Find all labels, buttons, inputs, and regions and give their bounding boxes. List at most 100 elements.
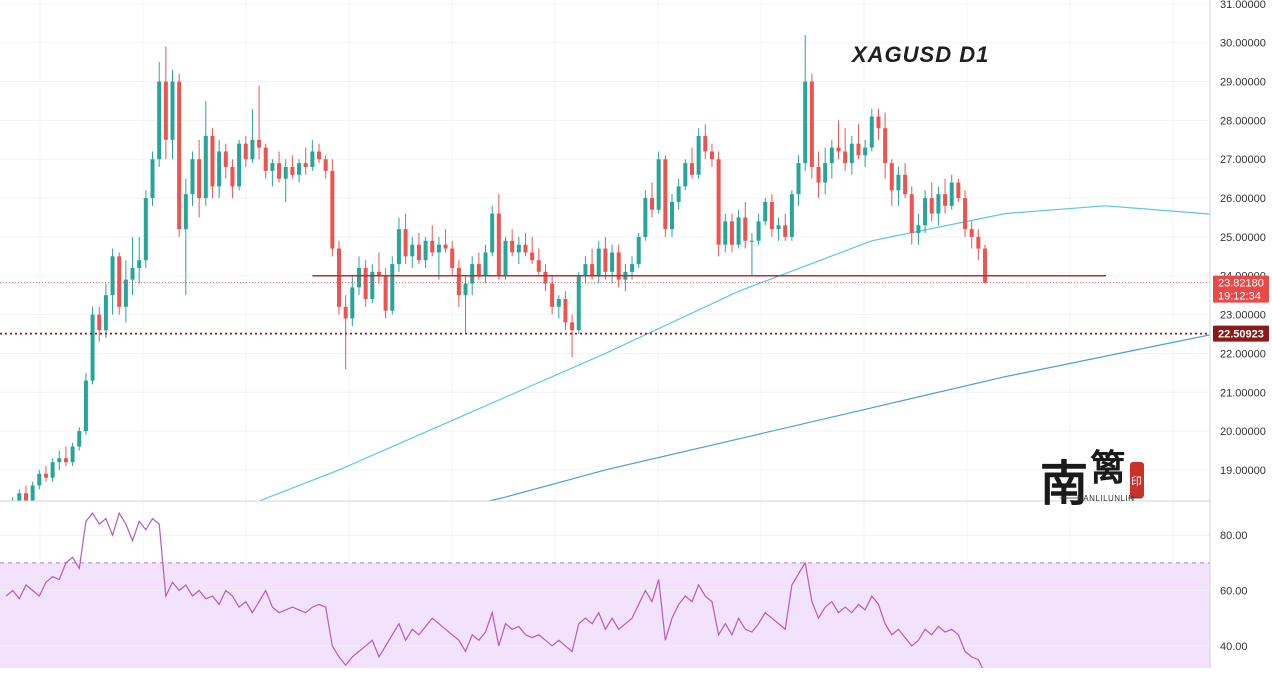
price-tick-label: 30.00000: [1220, 38, 1266, 50]
candle-body: [470, 264, 474, 283]
candle-body: [131, 268, 135, 280]
candle-body: [843, 151, 847, 163]
candle-body: [963, 198, 967, 229]
candle-body: [151, 159, 155, 198]
candle: [330, 159, 334, 256]
candle-body: [264, 148, 268, 171]
candle-body: [870, 117, 874, 148]
candle-body: [84, 381, 88, 431]
candle: [577, 272, 581, 334]
candle-body: [657, 159, 661, 209]
candle-body: [817, 167, 821, 183]
candle: [390, 256, 394, 314]
candle-body: [983, 249, 987, 283]
candle-body: [144, 198, 148, 260]
candle-body: [583, 264, 587, 276]
candle-body: [184, 194, 188, 229]
candle-body: [304, 163, 308, 167]
candle-body: [224, 151, 228, 167]
candle-body: [910, 194, 914, 233]
candle: [657, 151, 661, 213]
candle: [237, 140, 241, 190]
candle-body: [803, 82, 807, 164]
candle: [117, 252, 121, 314]
candle-body: [497, 214, 501, 276]
candle-body: [51, 462, 55, 478]
candle-body: [970, 229, 974, 237]
candle-body: [337, 249, 341, 307]
candle-body: [557, 299, 561, 307]
candle-body: [410, 245, 414, 257]
candle-body: [943, 194, 947, 206]
candle: [717, 151, 721, 256]
candle-body: [350, 287, 354, 318]
candle-body: [697, 136, 701, 175]
candle-body: [577, 276, 581, 330]
price-tick-label: 26.00000: [1220, 193, 1266, 205]
candle-body: [237, 144, 241, 187]
candle-body: [863, 148, 867, 156]
candle-body: [297, 163, 301, 175]
rsi-tick-label: 40.00: [1220, 641, 1248, 653]
candle-body: [550, 284, 554, 307]
candle-body: [277, 163, 281, 179]
candle: [84, 373, 88, 435]
candle-body: [690, 163, 694, 175]
price-tick-label: 29.00000: [1220, 77, 1266, 89]
candle-body: [510, 241, 514, 253]
seal-stamp-text: 印: [1131, 475, 1142, 488]
candle-body: [876, 117, 880, 129]
candle-body: [424, 241, 428, 260]
candle-body: [257, 140, 261, 148]
candle: [810, 74, 814, 179]
candle-body: [190, 159, 194, 194]
candle-body: [537, 260, 541, 272]
candle-body: [457, 268, 461, 295]
candle-body: [783, 225, 787, 237]
candle-body: [484, 252, 488, 275]
candle-body: [523, 245, 527, 253]
candle: [983, 245, 987, 284]
candle-body: [57, 458, 61, 462]
candle-body: [197, 159, 201, 198]
candle-body: [104, 295, 108, 330]
candle-body: [777, 225, 781, 229]
candle-body: [603, 249, 607, 272]
candle-body: [670, 202, 674, 229]
candle-body: [610, 252, 614, 271]
candle-body: [390, 264, 394, 311]
candle: [790, 190, 794, 240]
price-tick-label: 23.00000: [1220, 310, 1266, 322]
candle-body: [437, 245, 441, 253]
candle-body: [663, 159, 667, 229]
candle-body: [810, 82, 814, 167]
candle-body: [856, 144, 860, 156]
candle-body: [171, 82, 175, 140]
candle-body: [117, 256, 121, 306]
candle-body: [916, 225, 920, 233]
candle-body: [757, 221, 761, 240]
candle-body: [597, 249, 601, 276]
candle-body: [44, 474, 48, 478]
watermark-glyph-main: 南: [1040, 456, 1088, 512]
candle-body: [723, 221, 727, 244]
price-tick-label: 21.00000: [1220, 387, 1266, 399]
candle-body: [210, 136, 214, 186]
candle-body: [570, 322, 574, 330]
candle-body: [717, 159, 721, 244]
candle-body: [643, 198, 647, 237]
price-tick-label: 28.00000: [1220, 115, 1266, 127]
countdown-label: 19:12:34: [1218, 291, 1261, 303]
candle-body: [464, 284, 468, 296]
candle-body: [896, 175, 900, 191]
candle: [763, 198, 767, 225]
price-tick-label: 25.00000: [1220, 232, 1266, 244]
candle-body: [790, 194, 794, 237]
candle-body: [490, 214, 494, 253]
candle: [151, 151, 155, 205]
candle-body: [770, 202, 774, 229]
candle-body: [630, 264, 634, 272]
candle-body: [290, 167, 294, 175]
candle-body: [77, 431, 81, 447]
